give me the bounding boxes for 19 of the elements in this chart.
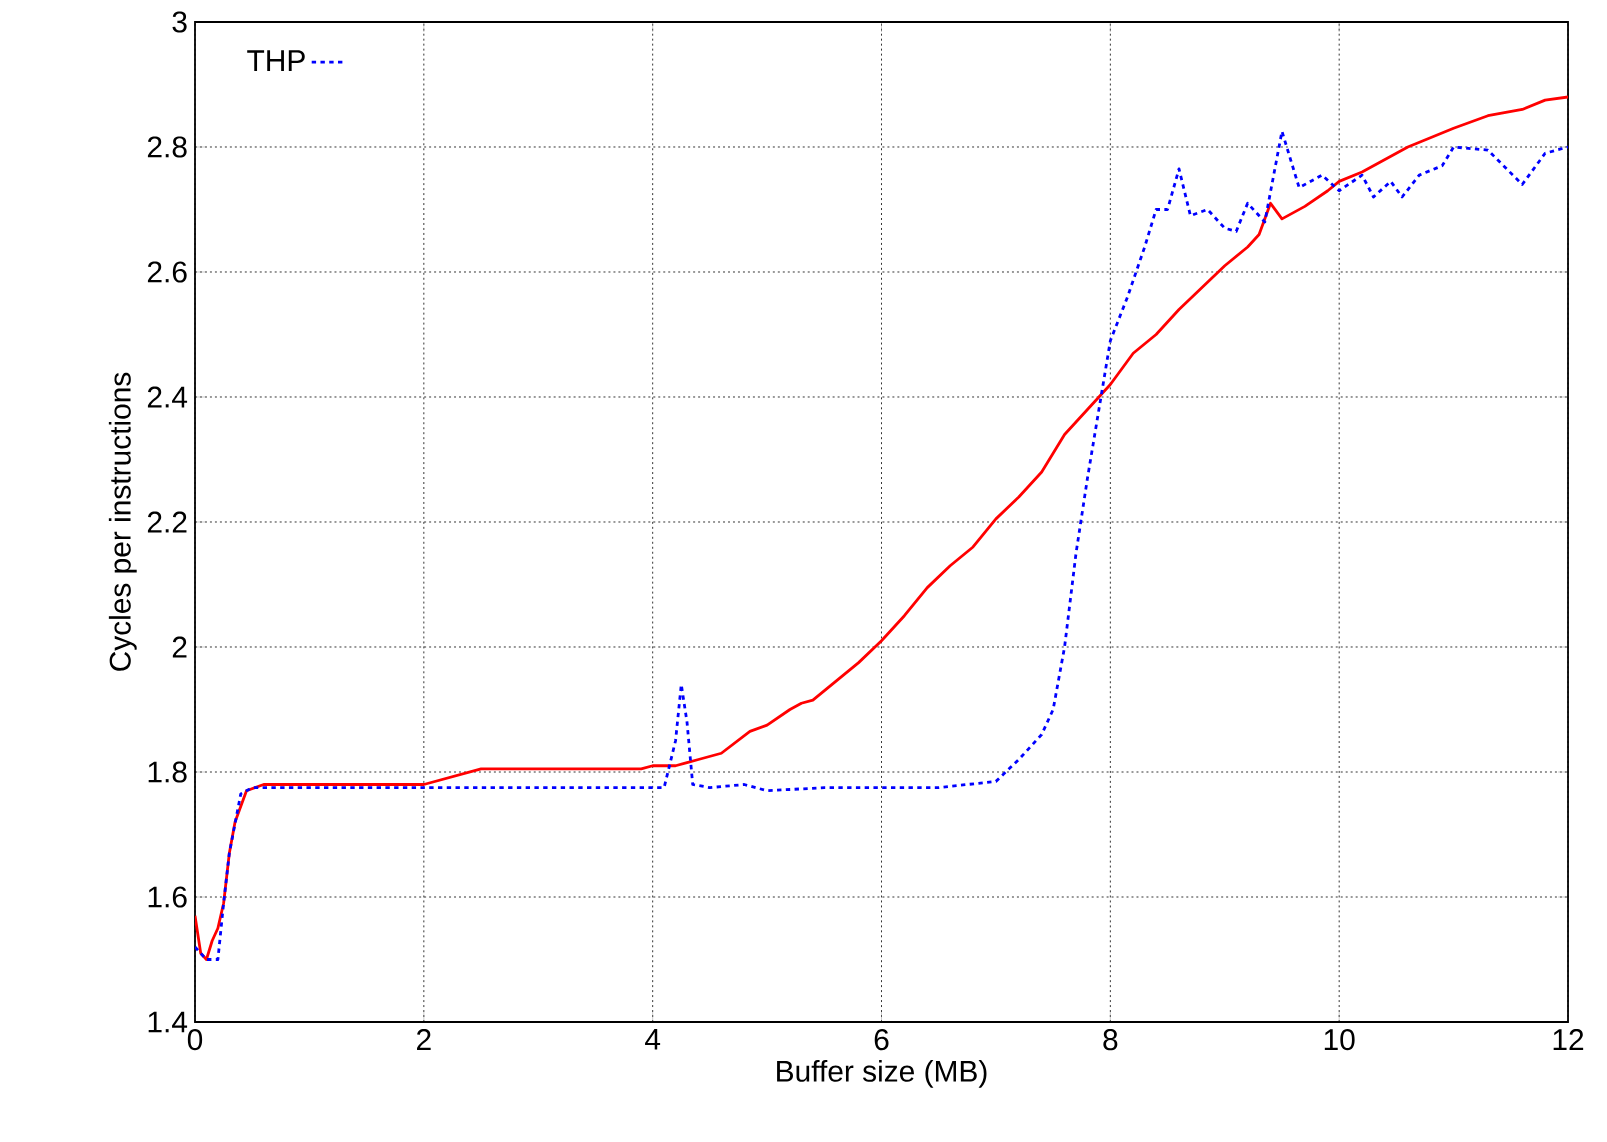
y-tick-label: 1.6 [148, 886, 187, 908]
x-tick-label: 2 [417, 1029, 431, 1050]
y-axis-title: Cycles per instructions [108, 372, 137, 671]
y-tick-label: 2.6 [147, 261, 187, 283]
x-tick-label: 4 [645, 1029, 661, 1050]
y-tick-label: 2.2 [147, 511, 187, 533]
x-tick-label: 10 [1324, 1029, 1355, 1051]
x-axis-title: Buffer size (MB) [777, 1059, 987, 1088]
x-tick-label: 8 [1103, 1029, 1118, 1051]
y-tick-label: 2.8 [147, 136, 187, 158]
y-tick-label: 3 [172, 11, 187, 33]
y-tick-label: 2 [172, 636, 187, 658]
y-tick-label: 1.8 [148, 761, 187, 783]
x-tick-label: 12 [1553, 1029, 1584, 1050]
x-tick-label: 6 [874, 1029, 889, 1051]
y-tick-label: 2.4 [147, 386, 188, 408]
legend-label: THP [247, 50, 305, 71]
y-tick-label: 1.4 [148, 1011, 188, 1033]
x-tick-label: 0 [187, 1029, 203, 1051]
